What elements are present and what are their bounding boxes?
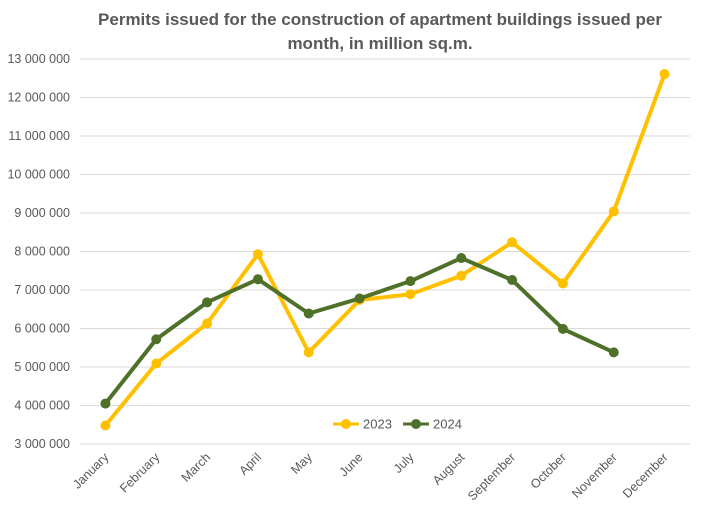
x-tick-label: May [288,450,315,477]
y-tick-label: 8 000 000 [14,245,70,259]
x-tick-label: October [528,450,569,491]
data-point-2023 [507,237,518,248]
x-tick-label: September [465,450,518,503]
data-point-2023 [659,69,670,80]
data-point-2023 [202,318,213,329]
x-tick-label: December [620,450,671,501]
legend-item-2023: 2023 [333,417,392,432]
chart-title: Permits issued for the construction of a… [80,8,680,56]
x-tick-label: February [117,450,163,496]
data-point-2024 [456,253,467,264]
x-tick-label: April [236,450,264,478]
legend-item-2024: 2024 [403,417,462,432]
data-point-2023 [456,270,467,281]
data-point-2023 [151,358,162,369]
data-point-2024 [608,347,619,358]
legend-swatch-marker [411,419,421,429]
y-tick-label: 4 000 000 [14,399,70,413]
chart-title-line-2: month, in million sq.m. [287,34,473,53]
series-line-2023 [103,73,667,427]
y-tick-label: 7 000 000 [14,283,70,297]
legend-label: 2024 [433,417,462,432]
legend: 2023 2024 [333,417,462,432]
x-tick-label: November [569,450,620,501]
x-tick-label: March [179,450,213,484]
data-point-2023 [405,289,416,300]
data-point-2024 [557,323,568,334]
x-tick-label: August [430,450,468,488]
y-tick-label: 5 000 000 [14,360,70,374]
data-point-2024 [303,308,314,319]
data-point-2023 [557,278,568,289]
y-tick-label: 11 000 000 [8,129,70,143]
x-tick-label: January [70,450,112,492]
x-axis-tick-labels: January February March April May June July Augu… [70,450,671,504]
series-line-2024 [103,256,615,405]
data-point-2023 [608,206,619,217]
y-tick-label: 10 000 000 [7,168,70,182]
data-point-2024 [100,398,111,409]
data-point-2023 [100,420,111,431]
data-point-2024 [507,274,518,285]
data-point-2023 [252,249,263,260]
series-lines [100,69,670,431]
legend-label: 2023 [363,417,392,432]
y-tick-label: 12 000 000 [7,91,70,105]
x-tick-label: June [337,450,366,479]
data-point-2024 [202,297,213,308]
y-tick-label: 6 000 000 [14,322,70,336]
data-point-2024 [252,274,263,285]
y-tick-label: 3 000 000 [14,437,70,451]
chart-title-line-1: Permits issued for the construction of a… [98,10,662,29]
y-tick-label: 9 000 000 [14,206,70,220]
data-point-2023 [303,347,314,358]
series-2023 [100,69,670,431]
legend-swatch-marker [341,419,351,429]
series-2024 [100,253,619,409]
y-axis-tick-labels: 3 000 000 4 000 000 5 000 000 6 000 000 7 00… [7,52,70,451]
gridlines [80,58,690,445]
data-point-2024 [405,276,416,287]
data-point-2024 [354,293,365,304]
x-tick-label: July [391,450,417,476]
data-point-2024 [151,334,162,345]
y-tick-label: 13 000 000 [7,52,70,66]
